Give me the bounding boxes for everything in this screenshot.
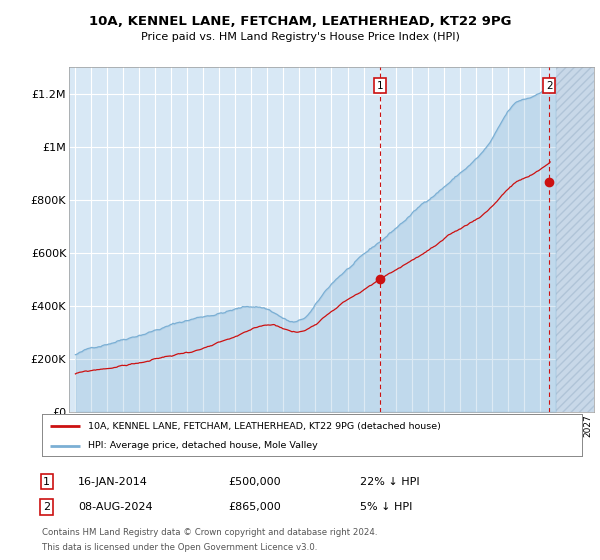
Text: 1: 1 [377, 81, 383, 91]
Text: 22% ↓ HPI: 22% ↓ HPI [360, 477, 419, 487]
Text: This data is licensed under the Open Government Licence v3.0.: This data is licensed under the Open Gov… [42, 543, 317, 552]
Text: 16-JAN-2014: 16-JAN-2014 [78, 477, 148, 487]
Text: 10A, KENNEL LANE, FETCHAM, LEATHERHEAD, KT22 9PG (detached house): 10A, KENNEL LANE, FETCHAM, LEATHERHEAD, … [88, 422, 441, 431]
Text: Price paid vs. HM Land Registry's House Price Index (HPI): Price paid vs. HM Land Registry's House … [140, 32, 460, 43]
Text: 2: 2 [546, 81, 553, 91]
Text: 1: 1 [43, 477, 50, 487]
Text: 2: 2 [43, 502, 50, 512]
Text: 10A, KENNEL LANE, FETCHAM, LEATHERHEAD, KT22 9PG: 10A, KENNEL LANE, FETCHAM, LEATHERHEAD, … [89, 15, 511, 28]
Bar [556, 67, 594, 412]
Text: 08-AUG-2024: 08-AUG-2024 [78, 502, 152, 512]
Text: £500,000: £500,000 [228, 477, 281, 487]
Text: £865,000: £865,000 [228, 502, 281, 512]
Text: HPI: Average price, detached house, Mole Valley: HPI: Average price, detached house, Mole… [88, 441, 317, 450]
Text: Contains HM Land Registry data © Crown copyright and database right 2024.: Contains HM Land Registry data © Crown c… [42, 528, 377, 537]
Text: 5% ↓ HPI: 5% ↓ HPI [360, 502, 412, 512]
